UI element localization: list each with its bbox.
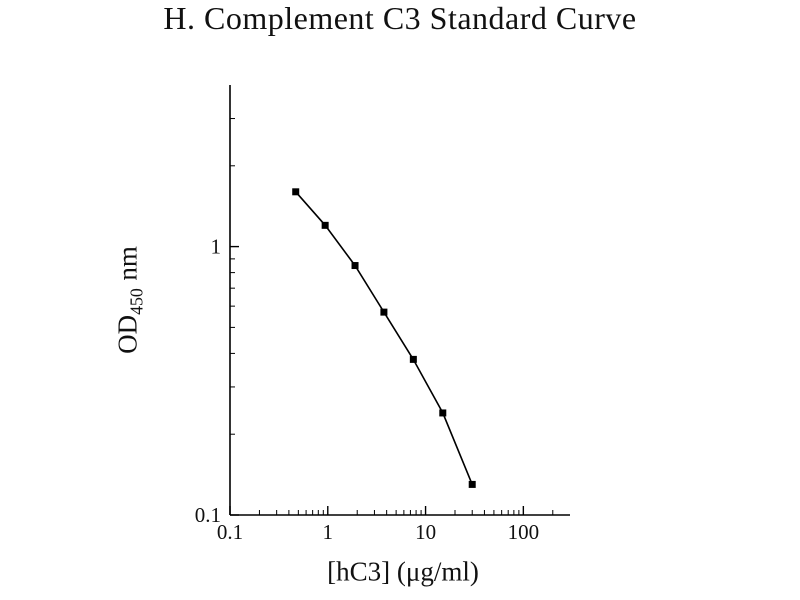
data-point-marker (409, 355, 417, 363)
x-tick-label: 1 (323, 520, 334, 544)
data-point-marker (292, 188, 300, 196)
data-point-marker (380, 308, 388, 316)
y-tick-label: 1 (211, 235, 222, 259)
data-point-marker (439, 409, 447, 417)
x-tick-label: 10 (415, 520, 436, 544)
data-point-marker (351, 262, 359, 270)
y-tick-label: 0.1 (195, 503, 221, 527)
data-point-marker (468, 480, 476, 488)
x-tick-label: 100 (508, 520, 540, 544)
series-line (295, 191, 473, 485)
x-axis-label: [hC3] (μg/ml) (327, 556, 479, 587)
chart-title: H. Complement C3 Standard Curve (163, 0, 637, 36)
data-point-marker (321, 221, 329, 229)
x-tick-label: 0.1 (217, 520, 243, 544)
